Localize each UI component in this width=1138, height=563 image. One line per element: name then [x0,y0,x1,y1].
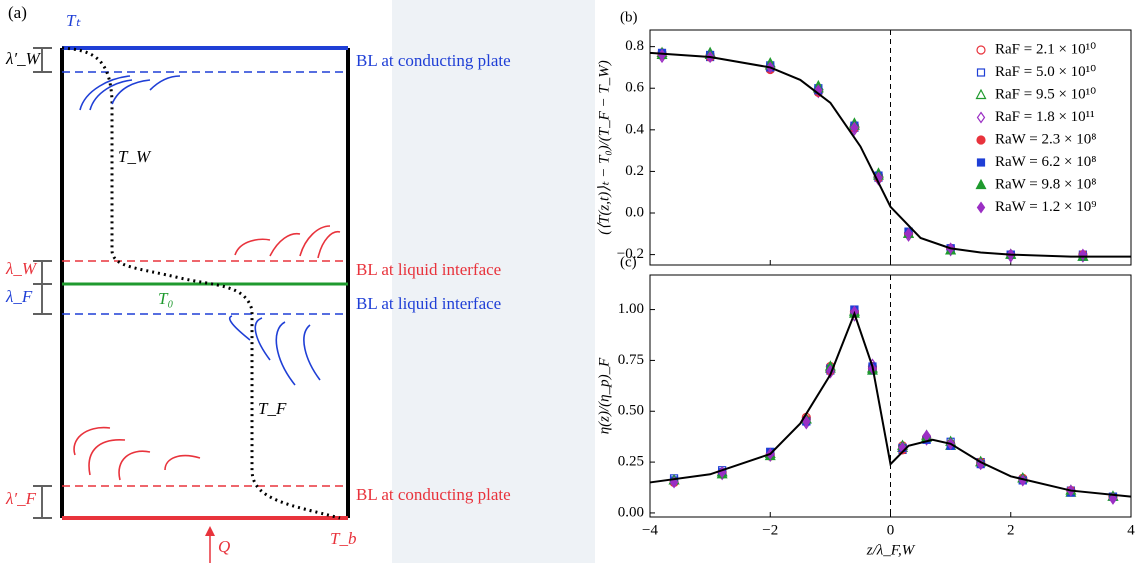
y-tick-label: −0.2 [617,246,644,262]
panel-a-bg [0,0,392,563]
y-tick-label: 0.25 [618,454,644,470]
y-tick-label: 0.4 [625,121,644,137]
temp-label: T_F [258,399,287,418]
legend-marker [976,135,986,145]
y-tick-label: 0.50 [618,403,644,419]
legend-marker [975,88,987,100]
y-tick-label: 0.75 [618,352,644,368]
panel-label: (c) [620,254,637,270]
legend-label: RaF = 2.1 × 10¹⁰ [995,41,1096,57]
y-tick-label: 0.00 [618,504,644,520]
point [802,415,811,428]
x-tick-label: −4 [642,522,658,538]
plumes [73,225,341,481]
x-tick-label: 4 [1127,522,1135,538]
panel-label: (b) [620,9,638,25]
bl-label: BL at conducting plate [356,485,511,504]
y-tick-label: 0.8 [625,38,644,54]
legend-marker [975,178,987,190]
y-axis-label: (⟨T(z,t)⟩ₜ − T₀)/(T_F − T_W) [596,60,612,235]
legend-label: RaW = 1.2 × 10⁹ [995,199,1096,215]
heat-arrow-head [205,526,215,536]
point [904,227,913,240]
legend-label: RaW = 9.8 × 10⁸ [995,176,1096,192]
legend-marker [976,111,986,124]
bl-label: BL at liquid interface [356,294,501,313]
plumes [79,75,321,386]
bl-label: BL at conducting plate [356,51,511,70]
temp-label: Tₜ [66,11,81,30]
panel-bc-bg [595,0,1138,563]
legend-label: RaW = 6.2 × 10⁸ [995,154,1096,170]
point [1078,248,1088,261]
y-tick-label: 1.00 [618,301,644,317]
bl-thickness: λ_F [5,287,33,306]
temp-label: T_W [118,147,152,166]
x-tick-label: −2 [762,522,778,538]
legend-label: RaF = 1.8 × 10¹¹ [995,109,1095,125]
dimension-arrows [33,47,52,519]
flux-label: Q [218,537,230,556]
y-tick-label: 0.0 [625,204,644,220]
legend-marker [976,68,986,77]
legend-label: RaW = 2.3 × 10⁸ [995,131,1096,147]
bl-thickness: λ_W [5,259,38,278]
fit-line [649,51,1131,258]
temp-label: T₀ [158,289,173,308]
legend-marker [976,45,986,55]
panel-label: (a) [8,3,27,22]
bl-thickness: λ′_W [5,49,42,68]
legend-marker [976,201,986,214]
legend-label: RaF = 5.0 × 10¹⁰ [995,64,1096,80]
diagram: (a) Tₜ T_b T_W T_F T₀ Q λ′_W λ_W λ_F λ′_… [5,3,511,563]
x-axis-label: z/λ_F,W [866,542,916,558]
y-axis-label: η(z)/(η_p)_F [596,357,612,434]
y-tick-label: 0.6 [625,80,644,96]
x-tick-label: 2 [1007,522,1015,538]
x-tick-label: 0 [887,522,895,538]
point [850,121,859,134]
legend-label: RaF = 9.5 × 10¹⁰ [995,86,1096,102]
bl-thickness: λ′_F [5,489,37,508]
temp-label: T_b [330,529,356,548]
fit-line [649,310,1132,498]
y-tick-label: 0.2 [625,163,644,179]
legend-marker [976,158,986,167]
point [1108,492,1118,505]
bl-label: BL at liquid interface [356,260,501,279]
